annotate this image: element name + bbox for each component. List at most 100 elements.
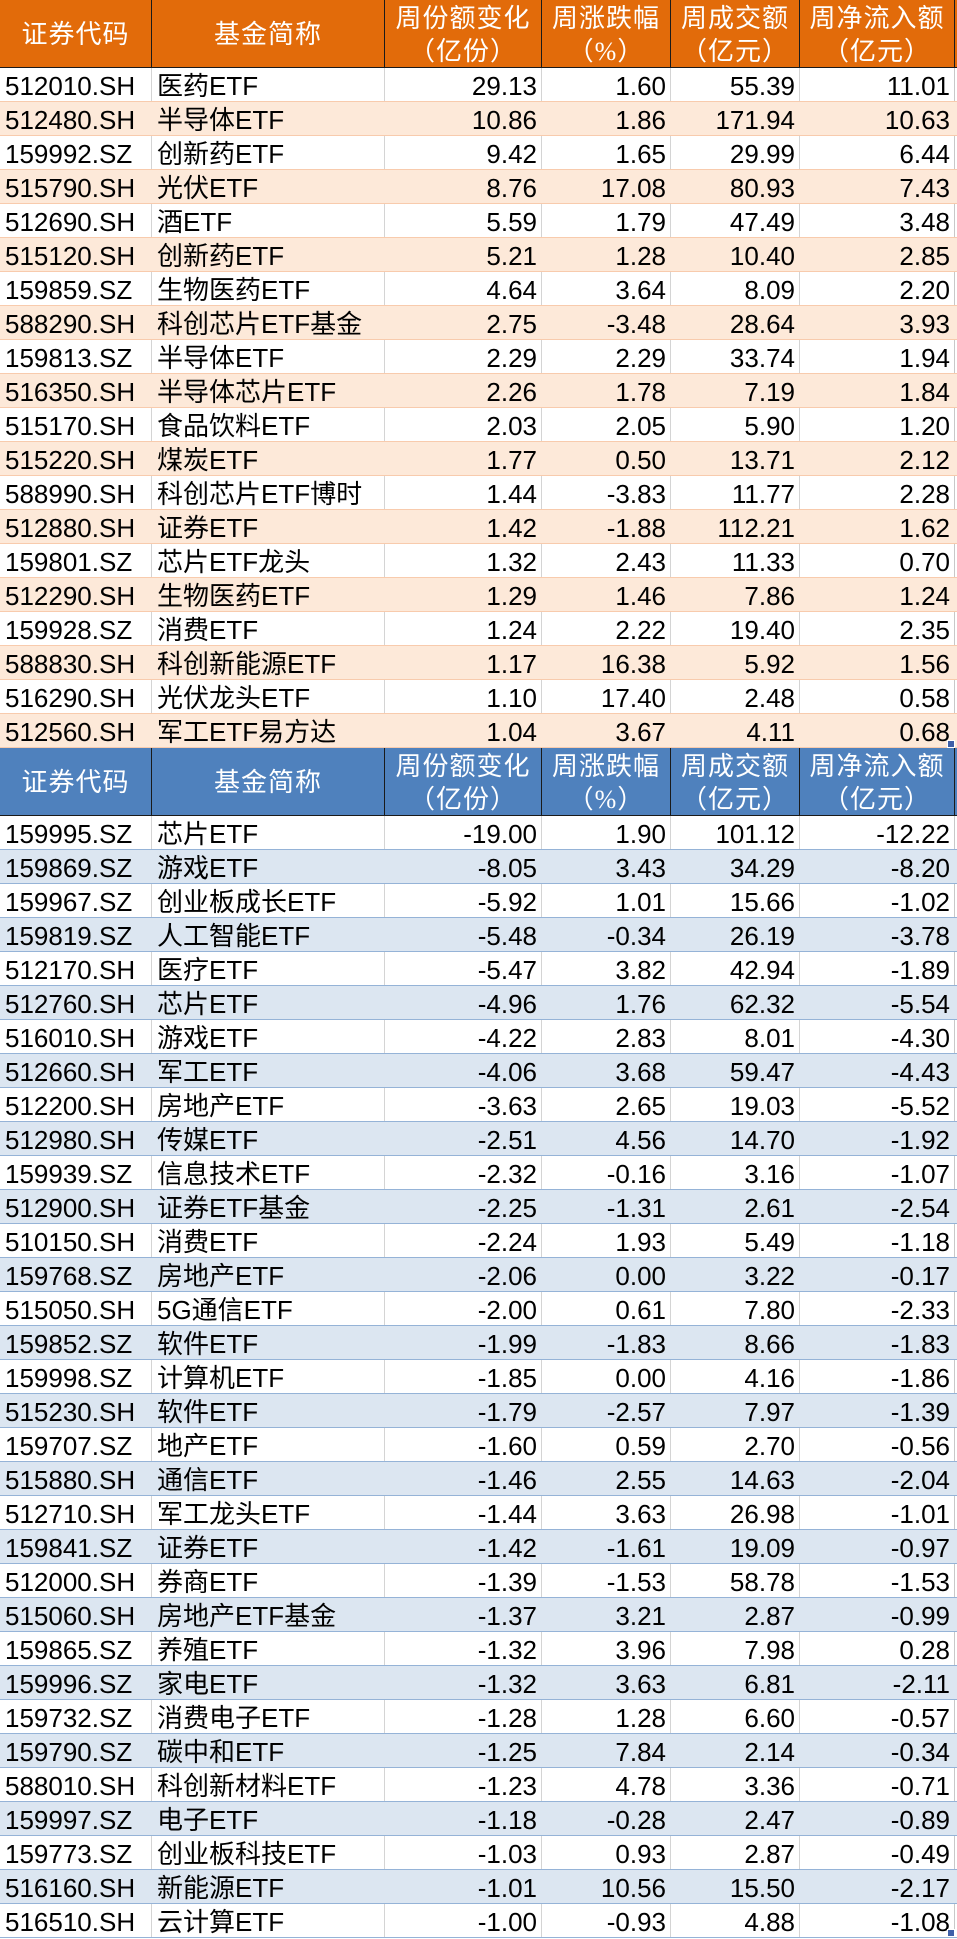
share-change-cell[interactable]: 1.42 [486, 513, 537, 543]
code-cell[interactable]: 588010.SH [0, 1768, 152, 1801]
fund-name-cell[interactable]: 游戏ETF [157, 853, 259, 883]
turnover-cell[interactable]: 80.93 [729, 173, 795, 203]
code-cell[interactable]: 512660.SH [5, 1057, 136, 1087]
turnover-cell[interactable]: 28.64 [729, 309, 795, 339]
share-change-cell[interactable]: -1.60 [385, 1428, 542, 1461]
code-cell[interactable]: 512690.SH [0, 204, 152, 237]
fund-name-cell[interactable]: 电子ETF [157, 1805, 259, 1835]
share-change-cell[interactable]: 29.13 [385, 68, 542, 101]
share-change-cell[interactable]: -1.44 [385, 1496, 542, 1529]
fund-name-cell[interactable]: 证券ETF [157, 513, 259, 543]
code-cell[interactable]: 159992.SZ [0, 136, 152, 169]
weekly-change-pct-cell[interactable]: -1.31 [606, 1193, 666, 1223]
code-cell[interactable]: 159790.SZ [5, 1737, 133, 1767]
net-inflow-cell[interactable]: -0.97 [890, 1533, 950, 1563]
net-inflow-cell[interactable]: 3.93 [899, 309, 950, 339]
share-change-cell[interactable]: -4.22 [385, 1020, 542, 1053]
weekly-change-pct-cell[interactable]: 1.60 [542, 68, 671, 101]
weekly-change-pct-cell[interactable]: 0.00 [615, 1261, 666, 1291]
turnover-cell[interactable]: 19.09 [729, 1533, 795, 1563]
fund-name-cell[interactable]: 芯片ETF [157, 989, 259, 1019]
code-cell[interactable]: 516010.SH [0, 1020, 152, 1053]
net-inflow-cell[interactable]: 2.20 [800, 272, 955, 305]
weekly-change-pct-cell[interactable]: -1.83 [606, 1329, 666, 1359]
column-header-weekly-change-pct[interactable]: 周涨跌幅 （%） [542, 748, 671, 815]
fund-name-cell[interactable]: 光伏龙头ETF [152, 680, 385, 713]
net-inflow-cell[interactable]: 7.43 [899, 173, 950, 203]
fund-name-cell[interactable]: 酒ETF [152, 204, 385, 237]
share-change-cell[interactable]: -2.25 [477, 1193, 537, 1223]
share-change-cell[interactable]: 2.29 [385, 340, 542, 373]
net-inflow-cell[interactable]: -1.86 [800, 1360, 955, 1393]
share-change-cell[interactable]: -4.06 [477, 1057, 537, 1087]
weekly-change-pct-cell[interactable]: -1.53 [542, 1564, 671, 1597]
fund-name-cell[interactable]: 游戏ETF [152, 1020, 385, 1053]
share-change-cell[interactable]: 9.42 [385, 136, 542, 169]
share-change-cell[interactable]: 1.77 [486, 445, 537, 475]
weekly-change-pct-cell[interactable]: -0.34 [606, 921, 666, 951]
net-inflow-cell[interactable]: -1.89 [800, 952, 955, 985]
code-cell[interactable]: 516290.SH [0, 680, 152, 713]
share-change-cell[interactable]: -1.32 [385, 1632, 542, 1665]
net-inflow-cell[interactable]: -1.53 [800, 1564, 955, 1597]
fund-name-cell[interactable]: 房地产ETF [157, 1261, 285, 1291]
fund-name-cell[interactable]: 房地产ETF [152, 1088, 385, 1121]
net-inflow-cell[interactable]: 11.01 [800, 68, 955, 101]
code-cell[interactable]: 159801.SZ [0, 544, 152, 577]
share-change-cell[interactable]: 1.17 [486, 649, 537, 679]
share-change-cell[interactable]: -1.32 [477, 1669, 537, 1699]
turnover-cell[interactable]: 2.48 [671, 680, 800, 713]
net-inflow-cell[interactable]: 0.58 [800, 680, 955, 713]
turnover-cell[interactable]: 62.32 [729, 989, 795, 1019]
fund-name-cell[interactable]: 5G通信ETF [152, 1292, 385, 1325]
net-inflow-cell[interactable]: -3.78 [890, 921, 950, 951]
share-change-cell[interactable]: -1.85 [385, 1360, 542, 1393]
fund-name-cell[interactable]: 传媒ETF [157, 1125, 259, 1155]
share-change-cell[interactable]: -1.39 [385, 1564, 542, 1597]
code-cell[interactable]: 515050.SH [0, 1292, 152, 1325]
net-inflow-cell[interactable]: 6.44 [800, 136, 955, 169]
weekly-change-pct-cell[interactable]: 3.96 [542, 1632, 671, 1665]
share-change-cell[interactable]: 2.75 [486, 309, 537, 339]
code-cell[interactable]: 159997.SZ [5, 1805, 133, 1835]
code-cell[interactable]: 159998.SZ [0, 1360, 152, 1393]
net-inflow-cell[interactable]: -5.52 [800, 1088, 955, 1121]
weekly-change-pct-cell[interactable]: 7.84 [615, 1737, 666, 1767]
share-change-cell[interactable]: -1.18 [477, 1805, 537, 1835]
share-change-cell[interactable]: -1.79 [477, 1397, 537, 1427]
fund-name-cell[interactable]: 消费ETF [152, 612, 385, 645]
net-inflow-cell[interactable]: -1.02 [800, 884, 955, 917]
fund-name-cell[interactable]: 半导体ETF [152, 340, 385, 373]
turnover-cell[interactable]: 6.60 [671, 1700, 800, 1733]
turnover-cell[interactable]: 8.66 [744, 1329, 795, 1359]
share-change-cell[interactable]: 2.26 [486, 377, 537, 407]
share-change-cell[interactable]: -1.00 [385, 1904, 542, 1937]
net-inflow-cell[interactable]: 1.62 [899, 513, 950, 543]
net-inflow-cell[interactable]: -2.33 [800, 1292, 955, 1325]
turnover-cell[interactable]: 19.40 [671, 612, 800, 645]
fund-name-cell[interactable]: 云计算ETF [152, 1904, 385, 1937]
code-cell[interactable]: 512290.SH [5, 581, 136, 611]
fund-name-cell[interactable]: 养殖ETF [152, 1632, 385, 1665]
code-cell[interactable]: 516510.SH [0, 1904, 152, 1937]
weekly-change-pct-cell[interactable]: -3.83 [542, 476, 671, 509]
column-header-share-change[interactable]: 周份额变化 （亿份） [385, 748, 542, 815]
turnover-cell[interactable]: 55.39 [671, 68, 800, 101]
fill-handle[interactable] [947, 740, 955, 748]
turnover-cell[interactable]: 2.70 [671, 1428, 800, 1461]
net-inflow-cell[interactable]: 0.68 [899, 717, 950, 747]
code-cell[interactable]: 159732.SZ [0, 1700, 152, 1733]
share-change-cell[interactable]: -1.37 [477, 1601, 537, 1631]
share-change-cell[interactable]: 1.32 [385, 544, 542, 577]
turnover-cell[interactable]: 112.21 [717, 513, 795, 543]
share-change-cell[interactable]: -1.03 [385, 1836, 542, 1869]
net-inflow-cell[interactable]: -12.22 [800, 816, 955, 849]
turnover-cell[interactable]: 11.77 [671, 476, 800, 509]
code-cell[interactable]: 159995.SZ [0, 816, 152, 849]
code-cell[interactable]: 516350.SH [5, 377, 136, 407]
weekly-change-pct-cell[interactable]: -0.93 [542, 1904, 671, 1937]
fund-name-cell[interactable]: 信息技术ETF [152, 1156, 385, 1189]
weekly-change-pct-cell[interactable]: 2.55 [615, 1465, 666, 1495]
net-inflow-cell[interactable]: 1.84 [899, 377, 950, 407]
net-inflow-cell[interactable]: 2.28 [800, 476, 955, 509]
